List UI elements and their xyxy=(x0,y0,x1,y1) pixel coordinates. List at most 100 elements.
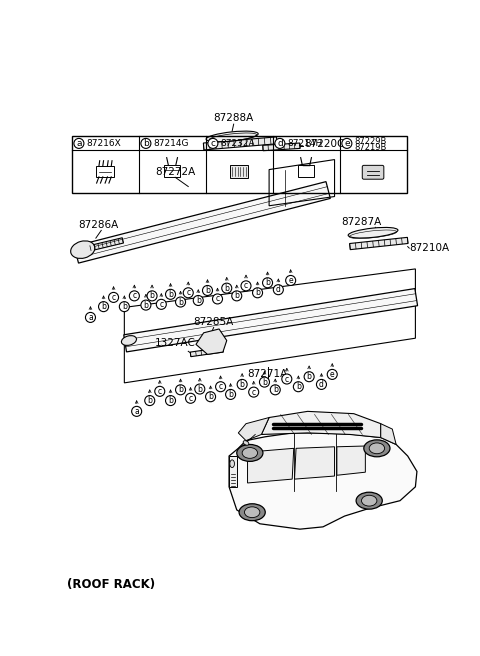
Text: b: b xyxy=(168,290,173,299)
Text: c: c xyxy=(132,291,136,300)
Text: 87210A: 87210A xyxy=(409,243,449,253)
Ellipse shape xyxy=(237,445,263,461)
Circle shape xyxy=(166,396,176,405)
Text: d: d xyxy=(276,285,281,294)
Circle shape xyxy=(74,138,84,148)
Circle shape xyxy=(249,387,259,397)
Text: 1327AC: 1327AC xyxy=(155,338,195,348)
Text: d: d xyxy=(277,139,283,148)
Text: 87219B: 87219B xyxy=(355,143,387,152)
Text: b: b xyxy=(296,382,301,391)
Text: e: e xyxy=(330,370,335,379)
Circle shape xyxy=(147,291,157,301)
Circle shape xyxy=(263,277,273,288)
Text: b: b xyxy=(178,385,183,394)
Circle shape xyxy=(183,288,193,298)
Ellipse shape xyxy=(206,131,258,142)
Text: 87214H: 87214H xyxy=(288,139,323,148)
Text: c: c xyxy=(159,300,163,309)
Polygon shape xyxy=(196,329,227,354)
Ellipse shape xyxy=(242,447,258,459)
Text: 87287A: 87287A xyxy=(341,216,382,226)
Text: (ROOF RACK): (ROOF RACK) xyxy=(67,578,156,590)
Polygon shape xyxy=(263,143,300,151)
Text: a: a xyxy=(88,313,93,322)
Circle shape xyxy=(232,291,242,301)
Text: c: c xyxy=(285,375,289,384)
Text: 87229B: 87229B xyxy=(355,136,387,146)
Circle shape xyxy=(141,138,151,148)
Ellipse shape xyxy=(364,440,390,457)
Ellipse shape xyxy=(121,336,136,346)
Circle shape xyxy=(216,382,226,392)
Circle shape xyxy=(286,276,296,285)
Polygon shape xyxy=(248,448,294,483)
Ellipse shape xyxy=(71,241,95,258)
Polygon shape xyxy=(229,456,237,487)
Circle shape xyxy=(282,374,292,384)
Text: a: a xyxy=(134,407,139,416)
Circle shape xyxy=(108,293,119,302)
Polygon shape xyxy=(204,137,277,150)
FancyBboxPatch shape xyxy=(230,165,248,178)
Text: 87232A: 87232A xyxy=(221,139,255,148)
Circle shape xyxy=(304,372,314,382)
Circle shape xyxy=(186,393,195,403)
FancyBboxPatch shape xyxy=(362,165,384,179)
Text: b: b xyxy=(262,378,267,386)
Text: c: c xyxy=(216,295,219,304)
Circle shape xyxy=(293,382,303,392)
Text: b: b xyxy=(228,390,233,399)
Circle shape xyxy=(155,386,165,396)
Circle shape xyxy=(316,379,326,390)
Ellipse shape xyxy=(361,495,377,506)
Circle shape xyxy=(208,138,218,148)
Text: 87285A: 87285A xyxy=(193,317,234,327)
Text: b: b xyxy=(208,392,213,401)
Text: b: b xyxy=(255,288,260,297)
Polygon shape xyxy=(381,424,396,445)
Text: b: b xyxy=(168,396,173,405)
Text: 87216X: 87216X xyxy=(86,139,121,148)
Text: 87271A: 87271A xyxy=(247,369,288,379)
Circle shape xyxy=(98,302,108,312)
Text: b: b xyxy=(144,300,148,310)
Text: b: b xyxy=(205,286,210,295)
Circle shape xyxy=(176,385,186,395)
Text: b: b xyxy=(178,298,183,306)
Polygon shape xyxy=(190,348,223,357)
Text: b: b xyxy=(196,296,201,305)
Circle shape xyxy=(166,289,176,299)
Circle shape xyxy=(237,379,247,390)
Circle shape xyxy=(275,138,285,148)
Circle shape xyxy=(156,299,166,310)
Circle shape xyxy=(342,138,352,148)
Circle shape xyxy=(85,312,96,323)
Circle shape xyxy=(193,295,203,306)
Polygon shape xyxy=(262,411,381,438)
Circle shape xyxy=(195,384,205,394)
Text: b: b xyxy=(147,396,152,405)
Text: 87272A: 87272A xyxy=(155,167,195,176)
Polygon shape xyxy=(349,237,408,250)
Text: a: a xyxy=(76,139,82,148)
Text: c: c xyxy=(186,288,190,297)
Circle shape xyxy=(141,300,151,310)
Polygon shape xyxy=(238,417,269,441)
Text: d: d xyxy=(319,380,324,389)
Text: c: c xyxy=(189,394,192,403)
Text: c: c xyxy=(218,382,223,391)
Text: 87220C: 87220C xyxy=(304,139,345,149)
Text: b: b xyxy=(240,380,245,389)
Circle shape xyxy=(226,390,236,400)
Text: c: c xyxy=(252,388,256,397)
Text: b: b xyxy=(143,139,149,148)
Text: b: b xyxy=(273,385,278,394)
Text: b: b xyxy=(234,291,239,300)
Circle shape xyxy=(129,291,139,301)
Circle shape xyxy=(260,377,269,387)
Circle shape xyxy=(203,285,213,295)
Ellipse shape xyxy=(369,443,384,454)
Circle shape xyxy=(241,281,251,291)
Text: c: c xyxy=(244,281,248,291)
